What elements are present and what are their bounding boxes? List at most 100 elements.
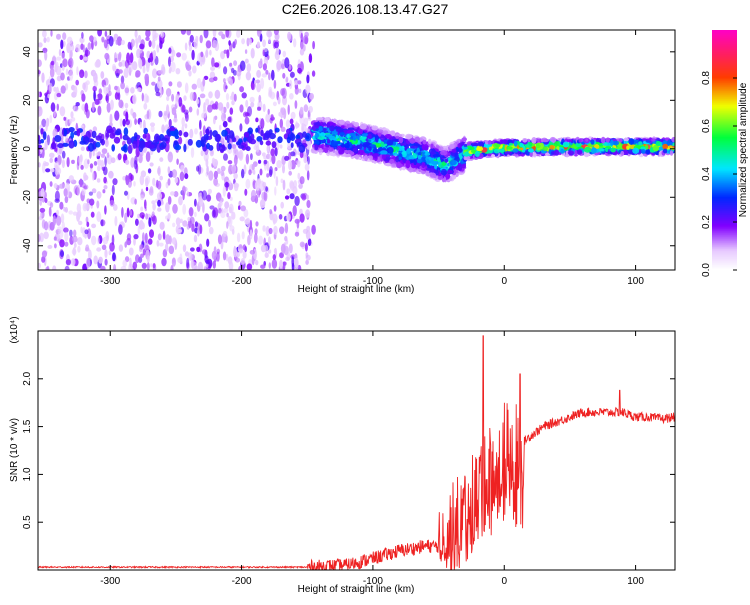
spectrogram-noise-speck <box>117 53 122 62</box>
spectrogram-noise-speck <box>280 63 285 70</box>
spectrogram-ridge-speck <box>440 150 448 156</box>
spectrogram-noise-speck <box>139 43 145 50</box>
spectrogram-noise-speck <box>137 225 141 236</box>
spectrogram-noise-speck <box>79 178 83 188</box>
spectrogram-ridge-speck <box>457 164 463 171</box>
spectrogram-ridge-speck <box>600 136 606 144</box>
colorbar-step <box>712 170 737 173</box>
spectrogram-noise-speck <box>154 32 159 38</box>
spectrogram-ridge-speck <box>324 117 330 122</box>
spectrogram-band-speck <box>271 141 277 149</box>
spectrogram-ridge-speck <box>329 125 335 132</box>
spectrogram-noise-speck <box>272 213 278 224</box>
spectrogram-noise-speck <box>97 236 100 245</box>
spectrogram-noise-speck <box>105 86 109 93</box>
spectrogram-noise-speck <box>305 139 312 150</box>
spectrogram-band-speck <box>95 135 102 141</box>
spectrogram-ridge-speck <box>451 174 457 180</box>
colorbar-step <box>712 72 737 75</box>
spectrogram-noise-speck <box>238 248 244 254</box>
spectrogram-noise-speck <box>49 181 53 187</box>
spectrogram-band-speck <box>42 131 47 140</box>
spectrogram-ridge-speck <box>626 145 630 150</box>
spectrogram-noise-speck <box>279 144 283 149</box>
colorbar-step <box>712 90 737 93</box>
spectrogram-noise-speck <box>46 134 51 146</box>
spectrogram-ridge-speck <box>338 119 345 125</box>
spectrogram-noise-speck <box>74 242 77 248</box>
spectrogram-noise-speck <box>260 118 265 130</box>
spectrogram-ridge-speck <box>375 143 382 148</box>
spectrogram-ridge-speck <box>623 137 630 142</box>
spectrogram-noise-speck <box>75 102 80 107</box>
colorbar-step <box>712 76 737 79</box>
spectrogram-noise-speck <box>73 85 78 96</box>
spectrogram-noise-speck <box>245 178 251 189</box>
spectrogram-ridge-speck <box>529 142 533 147</box>
spectrogram-noise-speck <box>273 79 277 89</box>
spectrogram-noise-speck <box>103 39 108 49</box>
spectrogram-noise-speck <box>77 245 81 253</box>
spectrogram-noise-speck <box>69 229 73 237</box>
spectrogram-noise-speck <box>41 250 48 258</box>
spectrogram-ridge-speck <box>354 154 359 160</box>
colorbar-step <box>712 52 737 55</box>
spectrogram-ridge-speck <box>457 148 464 153</box>
spectrogram-noise-speck <box>308 105 314 113</box>
spectrogram-noise-speck <box>45 168 51 173</box>
spectrogram-noise-speck <box>159 40 163 50</box>
spectrogram-noise-speck <box>205 158 209 168</box>
spectrogram-band-speck <box>231 133 235 143</box>
spectrogram-noise-speck <box>235 252 241 258</box>
spectrogram-band-speck <box>142 133 147 139</box>
spectrogram-noise-speck <box>274 147 278 157</box>
colorbar-step <box>712 220 737 223</box>
spectrogram-noise-speck <box>149 229 154 239</box>
spectrogram-noise-speck <box>141 222 145 230</box>
spectrogram-ridge-speck <box>461 163 467 169</box>
spectrogram-noise-speck <box>255 117 259 123</box>
spectrogram-noise-speck <box>188 70 192 77</box>
spectrogram-noise-speck <box>269 166 273 176</box>
spectrogram-noise-speck <box>197 261 203 270</box>
spectrogram-ridge-speck <box>326 138 331 144</box>
spectrogram-noise-speck <box>118 224 123 235</box>
spectrogram-noise-speck <box>231 100 235 106</box>
spectrogram-noise-speck <box>64 241 69 247</box>
spectrogram-noise-speck <box>182 203 187 215</box>
spectrogram-noise-speck <box>78 220 83 226</box>
spectrogram-noise-speck <box>305 259 309 265</box>
spectrogram-ridge-speck <box>651 138 656 142</box>
spectrogram-band-speck <box>209 129 213 138</box>
spectrogram-noise-speck <box>106 102 111 113</box>
spectrogram-noise-speck <box>84 229 89 235</box>
spectrogram-ridge-speck <box>566 139 573 143</box>
spectrogram-noise-speck <box>218 124 222 131</box>
spectrogram-noise-speck <box>119 118 123 127</box>
spectrogram-noise-speck <box>56 92 62 98</box>
spectrogram-noise-speck <box>238 265 243 270</box>
spectrogram-noise-speck <box>287 141 291 150</box>
spectrogram-ridge-speck <box>405 160 411 167</box>
spectrogram-ridge-speck <box>576 149 583 155</box>
spectrogram-noise-speck <box>203 265 207 270</box>
spectrogram-ridge-speck <box>547 142 554 146</box>
spectrogram-noise-speck <box>149 162 154 167</box>
spectrogram-noise-speck <box>304 31 309 38</box>
spectrogram-ridge-speck <box>410 145 418 149</box>
colorbar-step <box>712 134 737 137</box>
colorbar-step <box>712 242 737 245</box>
colorbar-step <box>712 84 737 87</box>
spectrogram-noise-speck <box>100 219 104 227</box>
spectrogram-noise-speck <box>224 201 230 209</box>
spectrogram-noise-speck <box>170 61 176 73</box>
spectrogram-noise-speck <box>65 259 71 266</box>
spectrogram-noise-speck <box>278 112 282 117</box>
spectrogram-band-speck <box>215 133 221 142</box>
spectrogram-ridge-speck <box>344 142 350 149</box>
colorbar-step <box>712 74 737 77</box>
spectrogram-ridge-speck <box>610 139 614 146</box>
spectrogram-ridge-speck <box>417 155 422 160</box>
spectrogram-noise-speck <box>144 232 148 244</box>
spectrogram-noise-speck <box>205 40 212 49</box>
